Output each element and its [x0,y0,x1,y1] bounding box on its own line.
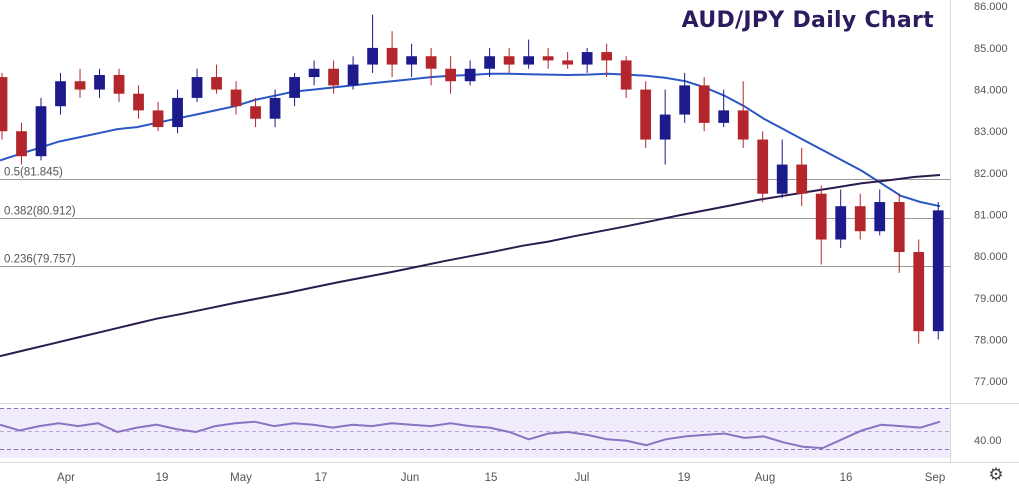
candle-body [601,52,613,61]
candle-body [152,110,164,128]
candle-body [230,89,242,107]
candle-body [0,77,8,132]
x-tick-label: Sep [925,472,945,484]
candle-body [386,47,398,65]
gear-icon[interactable]: ⚙ [988,465,1004,485]
x-tick-label: 17 [315,472,328,484]
candle-body [211,77,222,90]
candle-body [289,77,300,98]
y-tick-label: 80.000 [974,251,1008,263]
candle-body [172,97,183,128]
candle-body [133,93,144,111]
candle-body [269,97,281,119]
candle-body [835,206,847,240]
candle-body [308,68,320,78]
candle-body [113,74,125,94]
candle-body [874,202,886,232]
candle-body [932,210,944,332]
y-tick-label: 83.000 [974,126,1008,138]
candle-body [854,206,866,232]
y-tick-label: 78.000 [974,335,1008,347]
candle-body [737,110,749,140]
candle-body [425,56,437,69]
fib-label-bg [2,165,106,178]
fib-level-label: 0.382(80.912) [4,206,76,218]
candle-body [347,64,359,86]
candle-body [74,81,86,90]
y-tick-label: 84.000 [974,85,1008,97]
rsi-background [0,408,950,458]
candle-body [406,56,417,65]
candle-body [796,164,808,194]
candle-body [445,68,457,82]
candle-body [55,81,66,107]
candle-body [250,106,261,119]
ma200-line [0,174,941,358]
x-tick-label: Apr [57,472,75,484]
candle-body [542,56,554,61]
y-tick-label: 85.000 [974,43,1008,55]
candle-body [562,60,574,65]
chart-title: AUD/JPY Daily Chart [681,8,934,33]
candle-body [328,68,339,86]
candle-body [815,193,827,240]
x-tick-label: Aug [755,472,775,484]
candle-body [503,56,515,65]
y-tick-label: 86.000 [974,1,1008,13]
candle-body [893,202,905,253]
candle-body [757,139,769,194]
x-tick-label: 16 [840,472,853,484]
candle-body [464,68,476,82]
candle-body [94,74,105,90]
candle-body [679,85,691,115]
candle-body [35,106,47,157]
candle-body [581,52,593,65]
candle-body [523,56,535,65]
candle-body [659,114,671,140]
candle-body [698,85,710,123]
x-tick-label: Jun [401,472,420,484]
fib-label-bg [2,204,106,217]
candle-body [191,77,203,98]
candle-body [913,252,925,332]
candle-body [367,47,378,65]
candle-body [484,56,496,69]
candle-body [776,164,788,194]
x-tick-label: Jul [575,472,590,484]
x-tick-label: 15 [485,472,498,484]
x-tick-label: 19 [156,472,169,484]
candle-body [640,89,652,140]
x-tick-label: May [230,472,252,484]
fib-label-bg [2,252,106,265]
y-tick-label: 82.000 [974,168,1008,180]
x-tick-label: 19 [678,472,691,484]
candle-body [16,131,27,157]
candle-body [718,110,730,123]
y-tick-label: 81.000 [974,210,1008,222]
y-tick-label: 79.000 [974,293,1008,305]
fib-level-label: 0.236(79.757) [4,254,76,266]
y-tick-label: 77.000 [974,376,1008,388]
rsi-axis-label: 40.00 [974,435,1002,447]
candle-body [620,60,632,90]
rsi-line [0,420,941,450]
fib-level-label: 0.5(81.845) [4,167,63,179]
